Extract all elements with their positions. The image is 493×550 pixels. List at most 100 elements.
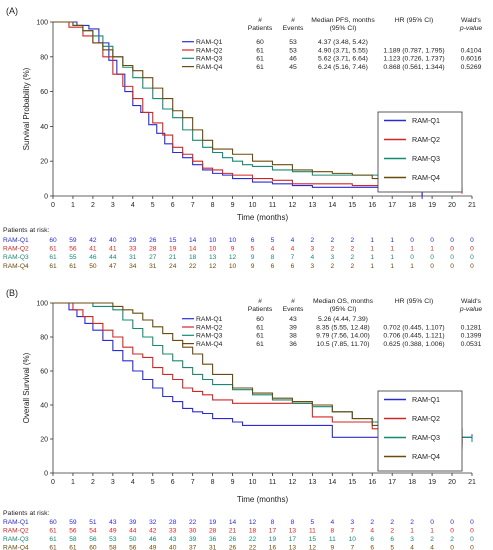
table-row-p: 0.1399	[461, 333, 482, 340]
table-row-hr: 0.868 (0.561, 1.344)	[383, 64, 444, 71]
risk-cell: 41	[109, 246, 117, 253]
y-tick-label: 80	[40, 54, 48, 61]
risk-cell: 3	[330, 254, 334, 261]
table-row-group: RAM-Q1	[196, 316, 223, 323]
risk-cell: 61	[69, 263, 77, 270]
series-line-ram-q1	[53, 302, 472, 438]
x-tick-label: 7	[191, 479, 195, 486]
risk-cell: 46	[149, 536, 157, 543]
risk-row-label: RAM-Q1	[3, 519, 29, 526]
table-row-median: 5.62 (3.71, 6.64)	[318, 56, 368, 63]
table-row-events: 36	[289, 341, 297, 348]
risk-cell: 26	[229, 545, 237, 550]
risk-cell: 44	[129, 528, 137, 535]
risk-cell: 28	[209, 528, 217, 535]
table-row-p: 0.4104	[461, 47, 482, 54]
risk-cell: 14	[229, 519, 237, 526]
risk-cell: 0	[470, 519, 474, 526]
risk-cell: 8	[330, 528, 334, 535]
risk-cell: 5	[390, 545, 394, 550]
y-tick-label: 0	[44, 194, 48, 201]
risk-cell: 0	[450, 237, 454, 244]
x-tick-label: 18	[408, 479, 416, 486]
risk-cell: 12	[229, 254, 237, 261]
risk-cell: 4	[370, 528, 374, 535]
risk-cell: 4	[291, 237, 295, 244]
x-tick-label: 3	[111, 202, 115, 209]
risk-cell: 10	[209, 237, 217, 244]
panel-label: (A)	[6, 6, 18, 16]
risk-cell: 6	[251, 237, 255, 244]
risk-cell: 3	[350, 519, 354, 526]
risk-row-label: RAM-Q4	[3, 545, 29, 550]
table-header-median: (95% CI)	[330, 25, 357, 32]
table-row-hr: 1.123 (0.726, 1.737)	[383, 56, 444, 63]
risk-cell: 51	[89, 519, 97, 526]
x-tick-label: 10	[249, 202, 257, 209]
risk-cell: 56	[69, 528, 77, 535]
risk-cell: 0	[430, 237, 434, 244]
risk-cell: 61	[49, 246, 57, 253]
legend-entry: RAM-Q3	[412, 154, 440, 163]
risk-cell: 1	[410, 528, 414, 535]
risk-cell: 21	[229, 528, 237, 535]
risk-cell: 19	[269, 536, 277, 543]
risk-cell: 0	[470, 528, 474, 535]
x-tick-label: 11	[269, 202, 276, 209]
table-row-patients: 61	[256, 64, 264, 71]
table-row-patients: 61	[256, 341, 264, 348]
x-tick-label: 4	[131, 479, 135, 486]
risk-cell: 12	[249, 519, 257, 526]
risk-cell: 0	[410, 237, 414, 244]
series-line-ram-q4	[53, 21, 453, 185]
risk-cell: 33	[129, 246, 137, 253]
x-axis-label: Time (months)	[237, 495, 289, 504]
risk-cell: 42	[89, 237, 97, 244]
risk-cell: 0	[450, 519, 454, 526]
series-line-ram-q2	[53, 21, 463, 192]
risk-cell: 43	[109, 519, 117, 526]
risk-cell: 0	[470, 237, 474, 244]
table-header-events: Events	[283, 306, 304, 313]
risk-cell: 46	[89, 254, 97, 261]
risk-cell: 22	[189, 519, 197, 526]
x-tick-label: 21	[468, 479, 476, 486]
risk-cell: 60	[49, 519, 57, 526]
table-row-hr: 0.706 (0.445, 1.121)	[383, 333, 444, 340]
risk-cell: 31	[149, 263, 157, 270]
risk-row-label: RAM-Q3	[3, 254, 29, 261]
risk-cell: 0	[430, 254, 434, 261]
risk-cell: 61	[49, 254, 57, 261]
table-header-patients: Patients	[248, 25, 273, 32]
y-tick-label: 0	[44, 471, 48, 478]
risk-cell: 13	[289, 545, 297, 550]
risk-cell: 0	[410, 254, 414, 261]
risk-cell: 3	[311, 263, 315, 270]
risk-cell: 22	[189, 263, 197, 270]
risk-cell: 0	[470, 545, 474, 550]
risk-cell: 2	[430, 536, 434, 543]
legend-entry: RAM-Q4	[412, 173, 440, 182]
risk-cell: 8	[291, 519, 295, 526]
table-row-events: 39	[289, 324, 297, 331]
x-tick-label: 6	[171, 202, 175, 209]
table-header-median: Median PFS, months	[311, 17, 375, 24]
x-tick-label: 21	[468, 202, 476, 209]
risk-cell: 32	[149, 519, 157, 526]
risk-cell: 0	[470, 246, 474, 253]
risk-row-label: RAM-Q2	[3, 246, 29, 253]
x-tick-label: 8	[211, 202, 215, 209]
risk-cell: 0	[470, 254, 474, 261]
risk-cell: 56	[89, 536, 97, 543]
table-row-median: 5.26 (4.44, 7.39)	[318, 316, 368, 323]
x-tick-label: 0	[51, 202, 55, 209]
table-row-events: 53	[289, 47, 297, 54]
x-tick-label: 2	[91, 202, 95, 209]
x-tick-label: 14	[328, 202, 336, 209]
x-tick-label: 18	[408, 202, 416, 209]
risk-cell: 0	[450, 528, 454, 535]
risk-cell: 4	[430, 545, 434, 550]
risk-cell: 11	[309, 528, 316, 535]
risk-cell: 11	[329, 536, 336, 543]
table-row-patients: 61	[256, 47, 264, 54]
